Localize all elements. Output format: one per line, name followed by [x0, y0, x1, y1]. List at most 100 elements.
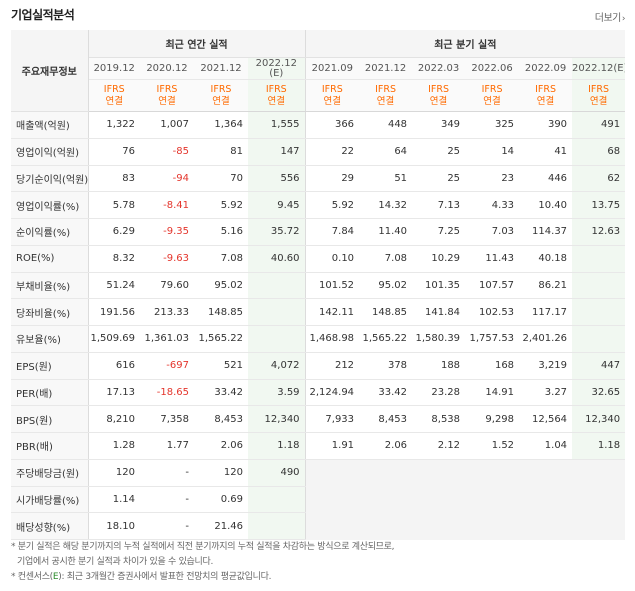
period-header: 2022.09 — [519, 57, 573, 80]
value-cell: 12.63 — [572, 218, 626, 246]
value-cell: 12,340 — [248, 405, 306, 433]
value-cell: 147 — [248, 138, 306, 166]
value-cell — [248, 272, 306, 300]
value-cell: 366 — [305, 111, 360, 139]
table-row: ROE(%) 8.32 -9.63 7.08 40.60 0.10 7.08 10.29 11.… — [11, 245, 626, 273]
value-cell: 10.29 — [412, 245, 466, 273]
empty-cell — [519, 486, 573, 514]
basis-header: IFRS 연결 — [305, 79, 360, 112]
value-cell: 1.18 — [572, 432, 626, 460]
row-label: BPS(원) — [11, 405, 89, 433]
basis-header: IFRS 연결 — [519, 79, 573, 112]
value-cell: 148.85 — [359, 298, 413, 326]
table-row: 유보율(%) 1,509.69 1,361.03 1,565.22 1,468.98 1,… — [11, 325, 626, 353]
period-header: 2022.03 — [412, 57, 466, 80]
value-cell: 448 — [359, 111, 413, 139]
empty-cell — [572, 486, 626, 514]
value-cell: -18.65 — [140, 379, 194, 407]
value-cell: 1,509.69 — [88, 325, 140, 353]
value-cell: 22 — [305, 138, 360, 166]
value-cell: 5.16 — [194, 218, 248, 246]
period-header: 2021.12 — [359, 57, 413, 80]
empty-cell — [465, 512, 520, 540]
value-cell: 1,757.53 — [465, 325, 520, 353]
value-cell: 556 — [248, 165, 306, 193]
basis-header: IFRS 연결 — [572, 79, 626, 112]
empty-cell — [305, 486, 360, 514]
empty-cell — [465, 486, 520, 514]
basis-header: IFRS 연결 — [248, 79, 306, 112]
value-cell: 83 — [88, 165, 140, 193]
value-cell: 101.52 — [305, 272, 360, 300]
table-row: BPS(원) 8,210 7,358 8,453 12,340 7,933 8,453 8,5… — [11, 405, 626, 433]
table-row: 영업이익(억원) 76 -85 81 147 22 64 25 14 41 68 — [11, 138, 626, 166]
value-cell: 23.28 — [412, 379, 466, 407]
value-cell: - — [140, 458, 194, 487]
annual-header: 최근 연간 실적 — [88, 30, 306, 58]
table-row: 시가배당률(%) 1.14-0.69 — [11, 486, 626, 514]
value-cell: 191.56 — [88, 298, 140, 326]
value-cell: 1.91 — [305, 432, 360, 460]
basis-header: IFRS 연결 — [359, 79, 413, 112]
value-cell: 14 — [465, 138, 520, 166]
value-cell: - — [140, 486, 194, 514]
value-cell: 14.91 — [465, 379, 520, 407]
value-cell: 70 — [194, 165, 248, 193]
more-link[interactable]: 더보기› — [595, 9, 626, 24]
section-title: 기업실적분석 — [11, 8, 75, 22]
value-cell: 3,219 — [519, 351, 573, 380]
empty-cell — [359, 458, 413, 487]
value-cell: 32.65 — [572, 379, 626, 407]
value-cell: 490 — [248, 458, 306, 487]
value-cell: 1,007 — [140, 111, 194, 139]
row-label: 순이익률(%) — [11, 218, 89, 246]
value-cell: 1,322 — [88, 111, 140, 139]
row-label: 시가배당률(%) — [11, 486, 89, 514]
footnote-1: * 분기 실적은 해당 분기까지의 누적 실적에서 직전 분기까지의 누적 실적… — [11, 542, 395, 552]
value-cell: 3.59 — [248, 379, 306, 407]
value-cell: 107.57 — [465, 272, 520, 300]
value-cell: 521 — [194, 351, 248, 380]
value-cell: 6.29 — [88, 218, 140, 246]
value-cell: 1,565.22 — [194, 325, 248, 353]
row-label: 영업이익(억원) — [11, 138, 89, 166]
row-label: 영업이익률(%) — [11, 191, 89, 219]
table-row: 당기순이익(억원) 83 -94 70 556 29 51 25 23 446 62 — [11, 165, 626, 193]
value-cell: 64 — [359, 138, 413, 166]
value-cell: 51.24 — [88, 272, 140, 300]
empty-cell — [359, 486, 413, 514]
value-cell: 1.14 — [88, 486, 140, 514]
value-cell: 51 — [359, 165, 413, 193]
value-cell: 325 — [465, 111, 520, 139]
value-cell: 349 — [412, 111, 466, 139]
value-cell: 9,298 — [465, 405, 520, 433]
value-cell: 4,072 — [248, 351, 306, 380]
value-cell: 7.08 — [194, 245, 248, 273]
value-cell: 7,358 — [140, 405, 194, 433]
value-cell: 0.69 — [194, 486, 248, 514]
row-label: 매출액(억원) — [11, 111, 89, 139]
value-cell: 76 — [88, 138, 140, 166]
value-cell: 446 — [519, 165, 573, 193]
value-cell: 40.18 — [519, 245, 573, 273]
empty-cell — [305, 512, 360, 540]
quarter-header: 최근 분기 실적 — [305, 30, 626, 58]
value-cell: 7.08 — [359, 245, 413, 273]
value-cell: 117.17 — [519, 298, 573, 326]
value-cell: 378 — [359, 351, 413, 380]
period-header: 2022.06 — [465, 57, 520, 80]
value-cell: 29 — [305, 165, 360, 193]
basis-header: IFRS 연결 — [465, 79, 520, 112]
row-label: EPS(원) — [11, 351, 89, 380]
value-cell: 11.40 — [359, 218, 413, 246]
value-cell: 79.60 — [140, 272, 194, 300]
chevron-right-icon: › — [621, 14, 626, 24]
value-cell: 68 — [572, 138, 626, 166]
empty-cell — [412, 512, 466, 540]
value-cell: 1,580.39 — [412, 325, 466, 353]
value-cell: -9.63 — [140, 245, 194, 273]
value-cell: 40.60 — [248, 245, 306, 273]
value-cell: 390 — [519, 111, 573, 139]
value-cell: 7.25 — [412, 218, 466, 246]
value-cell: 9.45 — [248, 191, 306, 219]
